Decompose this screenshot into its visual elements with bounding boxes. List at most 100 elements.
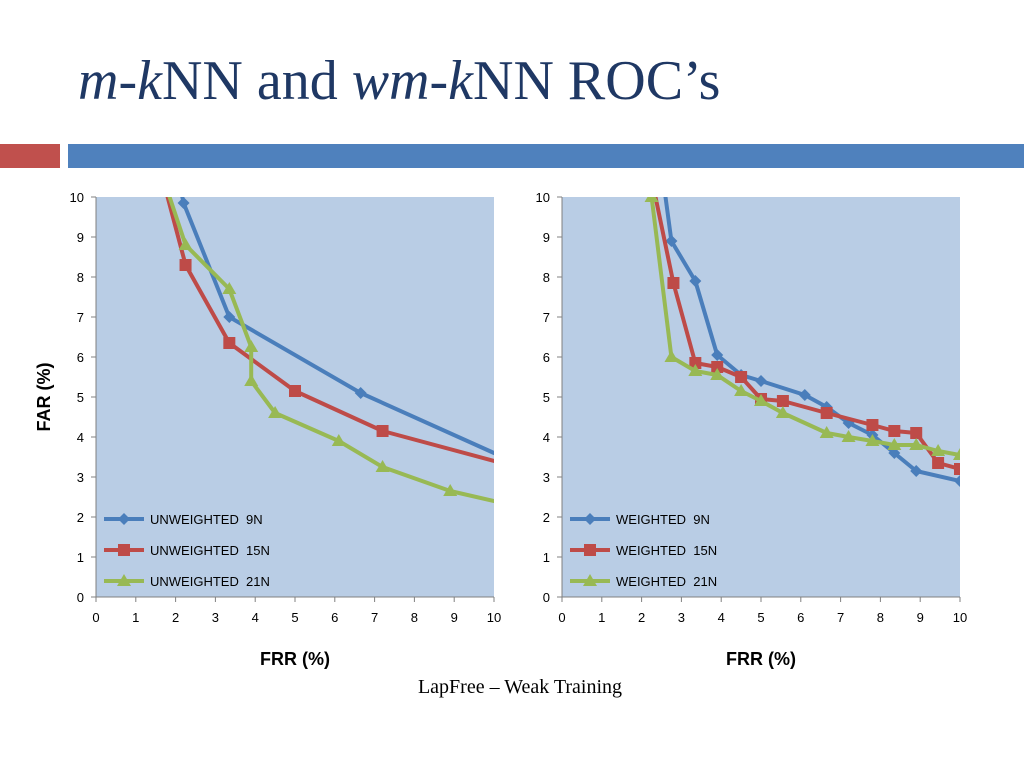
right-chart-series-1-point [735,371,748,383]
left-chart-x-tick-label: 8 [411,610,418,625]
slide-caption: LapFree – Weak Training [417,676,623,698]
right-chart-series-2-point [953,448,960,460]
left-chart-series-1-point [376,425,389,437]
right-chart-series-2-point [664,350,679,362]
left-chart-series-2-point [222,282,237,294]
right-chart-series-2-point [644,197,659,202]
right-chart-x-tick-label: 1 [598,610,605,625]
right-chart-x-tick-label: 2 [638,610,645,625]
right-chart-series-1-point [888,425,901,437]
accent-bar-blue [68,144,1024,168]
right-chart-series-2-point [865,434,880,446]
left-chart-series-1-line [165,197,494,463]
right-chart-y-tick-label: 7 [543,310,550,325]
left-chart-y-tick-label: 8 [77,270,84,285]
left-chart-x-tick-label: 7 [371,610,378,625]
right-chart-x-tick-label: 4 [718,610,725,625]
title-part-nn-rocs: NN ROC’s [473,50,721,112]
left-chart-x-tick-label: 1 [132,610,139,625]
right-chart-series-0-point [711,349,724,361]
right-chart-y-tick-label: 9 [543,230,550,245]
right-chart-series-0-point [798,389,811,401]
right-chart-series-2-point [775,406,790,418]
left-chart-y-tick-label: 1 [77,550,84,565]
left-chart-y-tick-label: 10 [70,190,84,205]
left-chart-series-0-point [354,387,367,399]
left-chart-legend-marker-2 [117,574,131,586]
left-chart-y-tick-label: 0 [77,590,84,605]
right-chart-x-axis-label: FRR (%) [726,649,796,669]
left-chart-series-2-point [268,406,283,418]
right-chart-series-1-point [711,361,724,373]
left-chart-legend: UNWEIGHTED 9N UNWEIGHTED 15N UNWEIGHTED 21… [104,512,270,589]
right-chart-x-tick-label: 8 [877,610,884,625]
left-chart-y-tick-label: 7 [77,310,84,325]
right-chart-series-2-point [819,426,834,438]
slide-title: m-kNN and wm-kNN ROC’s [78,48,720,115]
left-chart-legend-label-0: UNWEIGHTED 9N [150,512,263,527]
right-chart-x-tick-label: 5 [757,610,764,625]
left-chart-plot-content [165,197,494,503]
title-part-m: m- [78,50,138,112]
right-chart-y-tick-label: 6 [543,350,550,365]
left-chart-series-1-point [223,337,236,349]
right-chart-series-1-point [689,357,702,369]
right-chart-legend: WEIGHTED 9N WEIGHTED 15N WEIGHTED 21N [570,512,717,589]
left-chart-y-tick-label: 4 [77,430,84,445]
left-chart-x-tick-label: 3 [212,610,219,625]
right-chart-legend-label-1: WEIGHTED 15N [616,543,717,558]
left-chart-x-axis-label: FRR (%) [260,649,330,669]
left-chart-series-0-point [223,311,236,323]
right-chart-x-tick-label: 3 [678,610,685,625]
left-chart-x-tick-label: 4 [252,610,259,625]
left-chart-series-2-point [331,434,346,446]
left-chart-legend-marker-0 [118,513,130,525]
right-chart-series-2-point [688,364,703,376]
right-chart-series-1-point [910,427,923,439]
left-chart-series-2-point [244,340,259,352]
left-chart-y-tick-label: 9 [77,230,84,245]
left-chart-series-1-point [289,385,301,397]
left-chart-legend-label-2: UNWEIGHTED 21N [150,574,270,589]
right-chart-series-0-point [954,475,960,487]
right-chart-series-2-point [754,394,768,406]
left-chart-series-1-point [179,259,192,271]
right-chart-series-2-point [841,430,856,442]
left-chart-legend-marker-1 [118,544,130,556]
right-chart-x-tick-label: 0 [558,610,565,625]
right-chart-legend-label-2: WEIGHTED 21N [616,574,717,589]
left-chart-x-tick-label: 6 [331,610,338,625]
right-chart-series-1-point [866,419,879,431]
right-chart-legend-marker-2 [583,574,597,586]
right-chart-series-2-point [887,438,902,450]
left-chart-series-2-point [443,484,458,496]
right-chart-series-2-point [734,384,749,396]
left-chart-y-tick-label: 6 [77,350,84,365]
right-chart-plot-content [644,197,960,487]
left-chart-y-tick-label: 3 [77,470,84,485]
right-chart-y-tick-label: 8 [543,270,550,285]
right-chart-x-tick-label: 7 [837,610,844,625]
right-chart-legend-label-0: WEIGHTED 9N [616,512,710,527]
roc-chart-unweighted: 0 1 2 3 4 5 6 7 8 9 10 0 1 2 3 4 5 6 7 8 9 10 FRR (%) FAR (%) UN… [34,190,501,669]
right-chart-series-1-point [667,277,680,289]
right-chart-series-0-point [755,375,767,387]
left-chart-x-tick-label: 10 [487,610,501,625]
right-chart-series-1-point [820,407,833,419]
right-chart-y-tick-label: 2 [543,510,550,525]
right-chart-series-0-point [910,465,923,477]
right-chart-series-2-point [909,438,924,450]
right-chart-series-1-point [932,457,945,469]
right-chart-series-0-point [689,275,702,287]
roc-chart-weighted: 0 1 2 3 4 5 6 7 8 9 10 0 1 2 3 4 5 6 7 8 9 10 FRR (%) WEIGHTED … [536,190,968,669]
right-chart-series-0-point [665,235,678,247]
left-chart-y-axis-label: FAR (%) [34,363,54,432]
right-chart-y-tick-label: 3 [543,470,550,485]
right-chart-y-tick-label: 5 [543,390,550,405]
right-chart-series-1-point [954,463,960,475]
right-chart-y-tick-label: 0 [543,590,550,605]
left-chart-x-tick-label: 9 [451,610,458,625]
left-chart-y-tick-label: 5 [77,390,84,405]
right-chart-series-1-point [776,395,789,407]
right-chart-legend-marker-0 [584,513,596,525]
